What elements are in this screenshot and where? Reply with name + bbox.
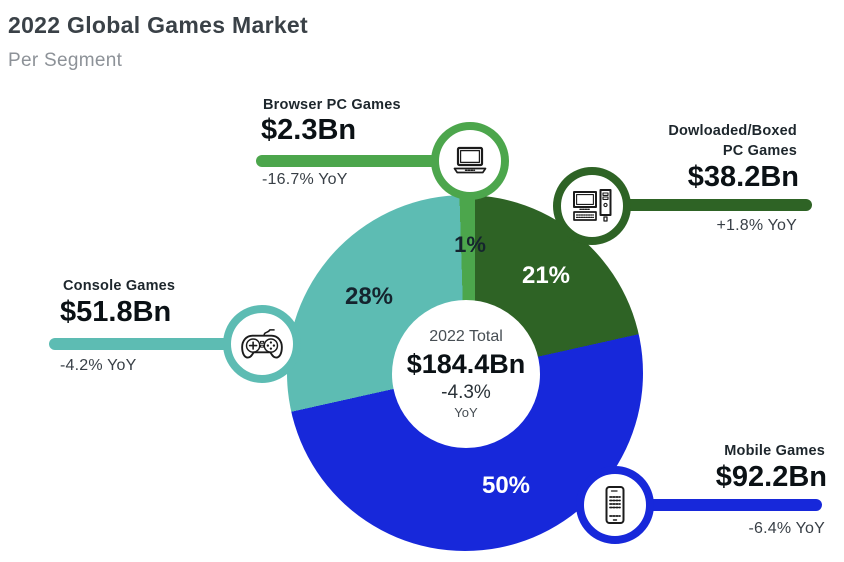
slice-label-browser: 1% xyxy=(454,232,486,257)
smartphone-icon xyxy=(593,483,637,527)
slice-label-downloaded: 21% xyxy=(521,262,571,289)
total-label: 2022 Total xyxy=(429,328,503,345)
browser-name: Browser PC Games xyxy=(263,97,401,113)
mobile-value: $92.2Bn xyxy=(715,461,827,493)
slice-label-mobile: 50% xyxy=(481,472,531,499)
connector-line-console xyxy=(49,338,263,350)
browser-medallion xyxy=(431,122,509,200)
donut-center-disc: 2022 Total $184.4Bn -4.3% YoY xyxy=(392,300,540,448)
laptop-icon xyxy=(448,139,492,183)
slice-label-console: 28% xyxy=(344,283,394,310)
mobile-medallion xyxy=(576,466,654,544)
console-medallion xyxy=(223,305,301,383)
connector-line-browser xyxy=(256,155,472,167)
total-value: $184.4Bn xyxy=(406,349,526,379)
mobile-name: Mobile Games xyxy=(724,443,825,459)
downloaded-yoy: +1.8% YoY xyxy=(716,217,797,234)
page-subtitle: Per Segment xyxy=(8,50,123,71)
browser-yoy: -16.7% YoY xyxy=(262,171,348,188)
page-title: 2022 Global Games Market xyxy=(8,12,308,38)
browser-value: $2.3Bn xyxy=(261,114,357,146)
connector-line-mobile xyxy=(615,499,822,511)
total-yoy: -4.3% xyxy=(441,382,491,403)
browser-connector-stem xyxy=(464,160,475,375)
total-yoy-unit: YoY xyxy=(454,405,478,420)
downloaded-medallion xyxy=(553,167,631,245)
console-value: $51.8Bn xyxy=(60,296,172,328)
gamepad-icon xyxy=(239,321,285,367)
desktop-pc-icon xyxy=(570,184,614,228)
downloaded-value: $38.2Bn xyxy=(687,161,799,193)
downloaded-name: Dowloaded/Boxed PC Games xyxy=(668,123,797,159)
connector-line-downloaded xyxy=(592,199,812,211)
console-yoy: -4.2% YoY xyxy=(60,357,137,374)
mobile-yoy: -6.4% YoY xyxy=(748,520,825,537)
console-name: Console Games xyxy=(63,278,176,294)
